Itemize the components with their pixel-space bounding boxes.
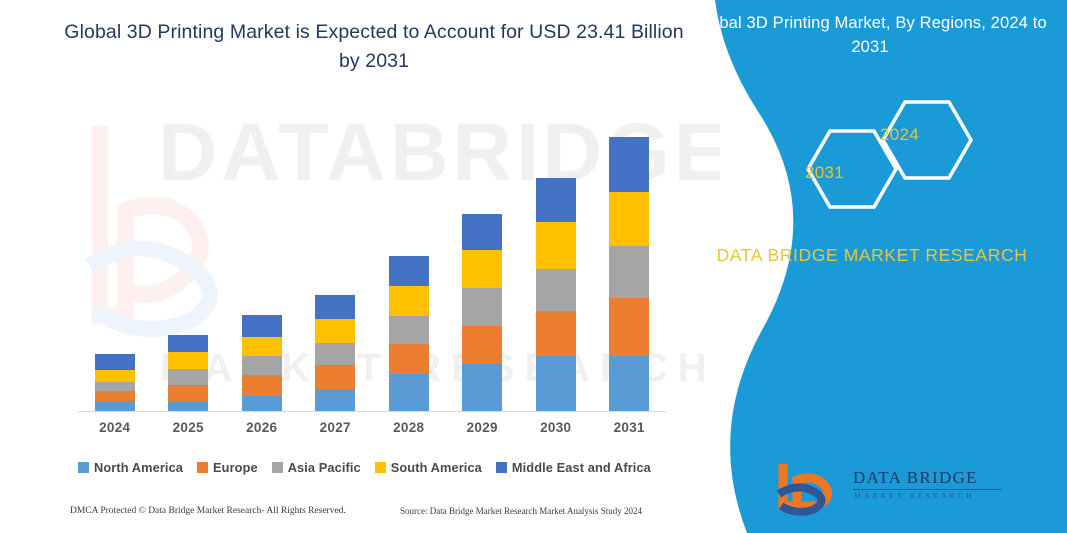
bar-segment[interactable] — [315, 365, 356, 389]
bar-segment[interactable] — [168, 369, 209, 385]
chart-panel: Global 3D Printing Market is Expected to… — [0, 21, 720, 528]
bar-segment[interactable] — [241, 336, 282, 356]
logo-subtitle: MARKET RESEARCH — [854, 491, 975, 500]
legend-label: Europe — [213, 459, 258, 475]
x-axis-label: 2026 — [246, 420, 278, 435]
bar-segment[interactable] — [609, 191, 650, 246]
bar-segment[interactable] — [241, 356, 282, 376]
bar-segment[interactable] — [609, 245, 650, 298]
bar-group-2027[interactable] — [315, 295, 356, 412]
bar-segment[interactable] — [535, 222, 576, 270]
legend-label: Middle East and Africa — [511, 459, 651, 475]
bar-group-2024[interactable] — [94, 354, 135, 412]
bar-group-2026[interactable] — [241, 315, 282, 412]
x-axis-labels: 2024 2025 2026 2027 2028 2029 2030 2031 — [78, 420, 666, 444]
legend-swatch-icon — [374, 461, 386, 473]
hexagon-2024-label: 2024 — [880, 125, 920, 144]
bar-segment[interactable] — [315, 295, 356, 320]
legend-item[interactable]: Middle East and Africa — [495, 459, 651, 475]
bar-segment[interactable] — [94, 391, 135, 402]
panel-title: Global 3D Printing Market, By Regions, 2… — [693, 14, 1047, 56]
legend-item[interactable]: South America — [374, 459, 482, 475]
legend-swatch-icon — [197, 461, 209, 473]
legend-swatch-icon — [271, 461, 283, 473]
bar-segment[interactable] — [462, 214, 503, 251]
hexagon-2024-icon — [880, 100, 974, 180]
brand-name: DATA BRIDGE MARKET RESEARCH — [716, 245, 1028, 265]
bar-segment[interactable] — [609, 297, 650, 356]
legend-item[interactable]: North America — [78, 460, 183, 475]
bar-segment[interactable] — [535, 269, 576, 311]
bar-segment[interactable] — [388, 316, 429, 345]
bar-segment[interactable] — [535, 310, 576, 356]
bar-segment[interactable] — [609, 355, 650, 412]
legend-swatch-icon — [495, 461, 507, 473]
footer-copyright: DMCA Protected © Data Bridge Market Rese… — [70, 506, 346, 516]
stacked-bar-plot — [78, 110, 666, 412]
legend-label: Asia Pacific — [287, 459, 361, 475]
bar-segment[interactable] — [94, 370, 135, 383]
x-axis-label: 2029 — [466, 420, 498, 435]
hexagon-2031-icon — [805, 129, 899, 209]
x-axis-label: 2024 — [99, 420, 131, 435]
bar-group-2030[interactable] — [535, 178, 576, 412]
footer: DMCA Protected © Data Bridge Market Rese… — [0, 506, 720, 528]
chart-title: Global 3D Printing Market is Expected to… — [64, 21, 684, 73]
x-axis-label: 2025 — [172, 420, 204, 435]
bar-segment[interactable] — [168, 400, 209, 412]
bar-segment[interactable] — [241, 396, 282, 412]
bar-segment[interactable] — [315, 388, 356, 412]
bar-segment[interactable] — [535, 355, 576, 412]
bar-group-2031[interactable] — [609, 136, 650, 412]
panel-background-shape — [715, 0, 1067, 533]
x-axis-label: 2031 — [613, 420, 645, 435]
legend-item[interactable]: Europe — [197, 460, 258, 475]
bar-segment[interactable] — [462, 288, 503, 327]
bar-segment[interactable] — [535, 178, 576, 223]
x-axis-label: 2027 — [319, 420, 351, 435]
bar-segment[interactable] — [315, 343, 356, 366]
bar-segment[interactable] — [168, 352, 209, 370]
bar-segment[interactable] — [315, 319, 356, 344]
bar-segment[interactable] — [94, 354, 135, 371]
bar-segment[interactable] — [94, 401, 135, 412]
bar-segment[interactable] — [241, 315, 282, 337]
legend-item[interactable]: Asia Pacific — [271, 459, 361, 475]
chart-legend: North America Europe Asia Pacific South Ame… — [78, 456, 678, 478]
footer-source: Source: Data Bridge Market Research Mark… — [400, 506, 642, 516]
bar-segment[interactable] — [168, 334, 209, 352]
x-axis-label: 2028 — [393, 420, 425, 435]
logo-divider — [853, 489, 1001, 490]
bar-segment[interactable] — [462, 250, 503, 289]
bar-segment[interactable] — [462, 363, 503, 412]
logo-title: DATA BRIDGE — [853, 468, 978, 487]
bar-segment[interactable] — [94, 382, 135, 392]
hexagon-2031-label: 2031 — [805, 163, 845, 182]
hexagon-group — [687, 98, 1057, 213]
bar-segment[interactable] — [388, 374, 429, 412]
bar-segment[interactable] — [388, 286, 429, 317]
legend-swatch-icon — [78, 461, 89, 473]
company-logo: DATA BRIDGE MARKET RESEARCH — [775, 460, 1055, 518]
bar-segment[interactable] — [168, 385, 209, 401]
x-axis-line — [78, 411, 666, 412]
bar-segment[interactable] — [388, 256, 429, 287]
legend-label: South America — [390, 459, 482, 475]
hexagon-shapes — [805, 100, 974, 209]
bar-segment[interactable] — [388, 344, 429, 375]
data-bridge-logo-icon — [776, 464, 833, 516]
bar-group-2029[interactable] — [462, 214, 503, 412]
panel-content: Global 3D Printing Market, By Regions, 2… — [667, 0, 1067, 533]
brand-panel: Global 3D Printing Market, By Regions, 2… — [667, 0, 1067, 533]
bar-group-2025[interactable] — [168, 334, 209, 412]
bar-segment[interactable] — [241, 375, 282, 397]
bar-group-2028[interactable] — [388, 256, 429, 412]
x-axis-label: 2030 — [540, 420, 572, 435]
bar-segment[interactable] — [462, 326, 503, 364]
bar-segment[interactable] — [609, 136, 650, 192]
legend-label: North America — [94, 459, 184, 475]
